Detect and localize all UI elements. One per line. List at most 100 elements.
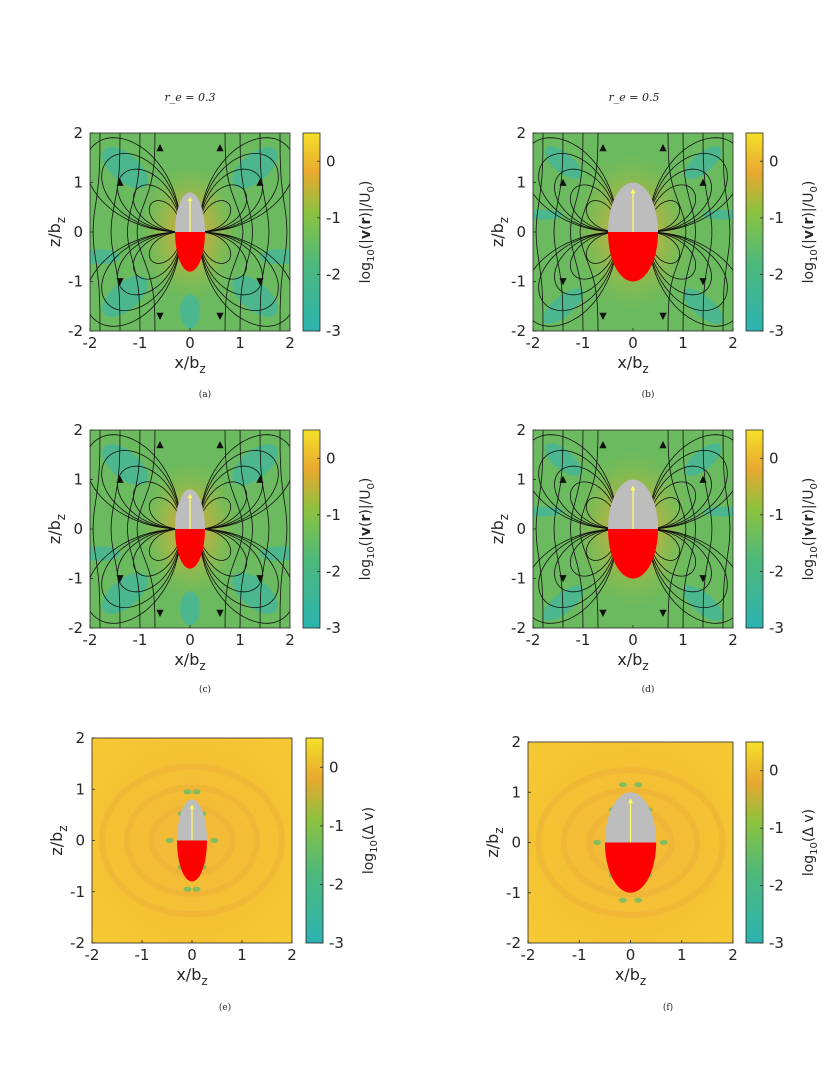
- streamline: [117, 528, 182, 593]
- streamline: [148, 231, 182, 264]
- panel-caption: (b): [642, 389, 655, 400]
- streamline: [198, 231, 279, 312]
- streamline: [117, 465, 182, 530]
- y-axis-label: z/bz: [47, 825, 70, 855]
- streamline: [570, 231, 619, 280]
- streamline: [198, 465, 263, 530]
- colorbar-label: log10(|v(r)|/U0): [801, 181, 820, 284]
- streamline: [533, 528, 619, 624]
- streamline: [224, 430, 244, 628]
- x-tick-label: 0: [628, 631, 638, 649]
- low-difference-spot: [192, 789, 201, 795]
- y-tick-label: -2: [70, 934, 85, 952]
- panel-caption: (a): [199, 389, 211, 400]
- plot-area: [90, 133, 290, 331]
- streamline-arrow: [599, 609, 607, 618]
- streamline: [90, 434, 182, 530]
- streamline-arrow: [156, 143, 164, 152]
- streamlines: [533, 430, 733, 628]
- y-tick-label: -2: [68, 619, 83, 637]
- streamline-arrow: [116, 278, 124, 286]
- colorbar-label: log10(|v(r)|/U0): [358, 478, 377, 581]
- streamline: [682, 133, 696, 331]
- y-tick-label: 1: [75, 780, 85, 798]
- streamline: [198, 528, 263, 593]
- streamline: [127, 430, 141, 628]
- streamline: [535, 133, 544, 331]
- colorbar-tick-label: 0: [326, 152, 336, 170]
- low-difference-spot: [634, 897, 643, 903]
- panel-f: -2 -1 0 1 2 -2 -1 0 1 2 x/bz z/bz 0 -1 -2 -3 log10(Δ v) (…: [483, 733, 820, 1013]
- streamline-arrow: [256, 278, 264, 286]
- orientation-arrowhead: [187, 197, 193, 202]
- colorbar-tick-label: -3: [769, 322, 784, 340]
- streamline-arrow: [659, 440, 667, 449]
- x-tick-label: 2: [728, 946, 738, 964]
- panel-caption: (f): [663, 1002, 673, 1013]
- colorbar-tick-label: 0: [769, 449, 779, 467]
- streamline: [136, 133, 156, 331]
- streamline: [101, 152, 182, 233]
- low-difference-spot: [618, 897, 627, 903]
- low-difference-spot: [659, 840, 668, 845]
- streamline: [570, 430, 584, 628]
- streamline: [90, 528, 182, 624]
- colorbar-tick-label: -3: [329, 934, 344, 952]
- orientation-arrowhead: [187, 494, 193, 499]
- streamline: [647, 184, 696, 233]
- y-tick-label: 1: [511, 783, 521, 801]
- low-speed-region: [232, 444, 278, 486]
- streamline: [101, 231, 182, 312]
- streamline: [647, 434, 733, 530]
- colorbar-tick-label: -2: [326, 265, 341, 283]
- streamline: [198, 481, 248, 530]
- x-tick-label: 0: [187, 946, 197, 964]
- streamline: [198, 137, 290, 233]
- streamline: [279, 430, 288, 628]
- y-tick-label: 0: [75, 832, 85, 850]
- low-difference-spot: [165, 838, 174, 843]
- low-difference-spot: [183, 886, 192, 892]
- panel-b: -2 -1 0 1 2 -2 -1 0 1 2 x/bz z/bz 0 -1 -2 -3 log10(|v(r)…: [488, 124, 820, 400]
- streamline: [554, 528, 619, 593]
- y-tick-label: 0: [511, 834, 521, 852]
- x-tick-label: 1: [677, 946, 687, 964]
- colorbar: [302, 132, 321, 332]
- streamline: [198, 231, 263, 296]
- colorbar-tick-label: -2: [326, 562, 341, 580]
- streamline: [101, 528, 182, 609]
- low-difference-spot: [618, 782, 627, 788]
- x-tick-label: 0: [185, 631, 195, 649]
- colorbar-tick-label: 0: [769, 762, 779, 780]
- streamline: [198, 528, 279, 609]
- difference-band: [124, 784, 260, 897]
- streamline: [647, 231, 728, 312]
- streamline: [136, 430, 156, 628]
- y-tick-label: 2: [75, 729, 85, 747]
- streamline: [535, 430, 544, 628]
- streamline: [647, 152, 728, 233]
- x-tick-label: -2: [526, 334, 541, 352]
- ellipse-bottom-half: [604, 842, 657, 893]
- streamline: [702, 430, 713, 628]
- x-tick-label: 0: [628, 334, 638, 352]
- plot-area: [90, 430, 290, 628]
- colorbar-tick-label: -3: [769, 934, 784, 952]
- orientation-arrowhead: [630, 485, 636, 491]
- plot-area: [533, 133, 733, 331]
- colorbar-tick-label: -2: [769, 877, 784, 895]
- streamline: [533, 434, 619, 530]
- x-tick-label: 2: [728, 631, 738, 649]
- y-tick-label: -2: [511, 619, 526, 637]
- x-tick-label: 2: [728, 334, 738, 352]
- x-axis-label: x/bz: [615, 965, 646, 988]
- colorbar: [745, 132, 764, 332]
- colorbar-label: log10(|v(r)|/U0): [358, 181, 377, 284]
- colorbar-label: log10(|v(r)|/U0): [801, 478, 820, 581]
- streamline: [198, 528, 232, 561]
- streamline-arrow: [699, 178, 707, 186]
- streamline: [667, 133, 687, 331]
- streamline: [553, 133, 564, 331]
- streamline: [224, 133, 244, 331]
